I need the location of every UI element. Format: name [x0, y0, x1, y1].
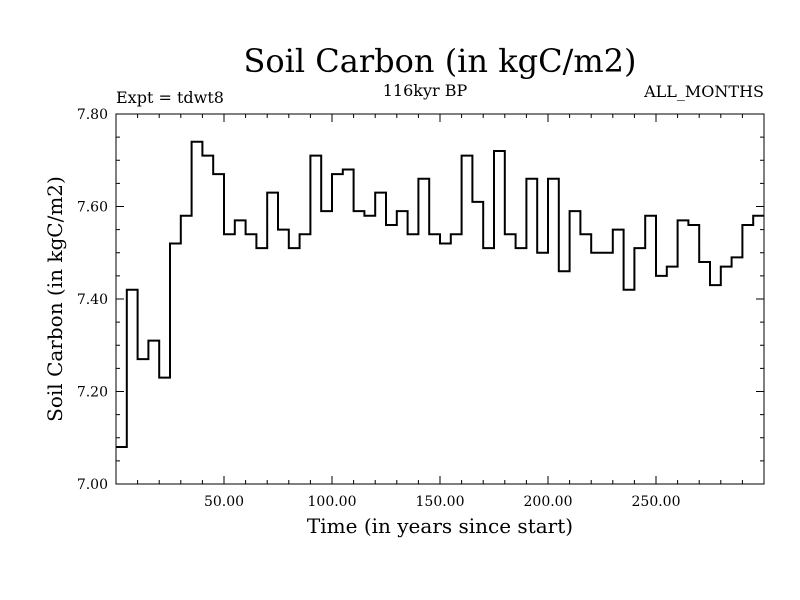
x-tick-label: 100.00 — [308, 494, 357, 510]
plot-frame — [115, 113, 765, 485]
chart-subtitle: 116kyr BP — [383, 81, 468, 100]
x-tick-label: 150.00 — [416, 494, 465, 510]
y-tick-label: 7.80 — [77, 107, 108, 123]
series-line — [116, 140, 764, 448]
y-tick-label: 7.60 — [77, 200, 108, 216]
months-label: ALL_MONTHS — [643, 82, 764, 101]
y-tick-label: 7.20 — [77, 385, 108, 401]
y-axis-label: Soil Carbon (in kgC/m2) — [43, 176, 67, 422]
x-tick-label: 250.00 — [632, 494, 681, 510]
y-tick-label: 7.40 — [77, 292, 108, 308]
y-tick-label: 7.00 — [77, 477, 108, 493]
x-tick-label: 200.00 — [524, 494, 573, 510]
x-tick-label: 50.00 — [204, 494, 244, 510]
x-axis-label: Time (in years since start) — [307, 514, 573, 538]
chart-title: Soil Carbon (in kgC/m2) — [243, 42, 636, 80]
experiment-label: Expt = tdwt8 — [116, 88, 224, 107]
